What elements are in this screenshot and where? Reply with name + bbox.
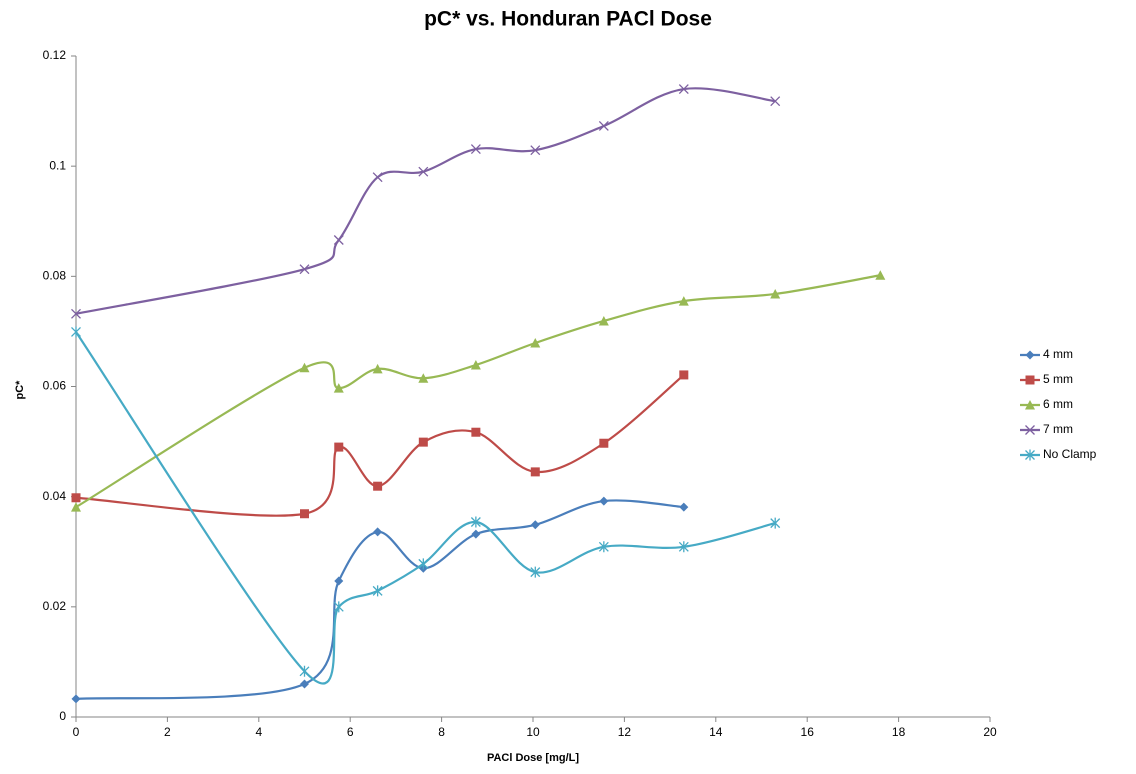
marker [1025,449,1035,461]
marker [373,481,383,491]
marker [598,541,609,553]
marker [1025,425,1035,435]
legend-label: 6 mm [1043,397,1073,411]
marker [770,288,781,299]
marker [372,363,383,374]
marker [299,665,310,677]
x-tick-label: 6 [347,725,354,739]
y-tick-label: 0.02 [43,599,67,613]
y-tick-label: 0.08 [43,269,67,283]
y-tick-label: 0.1 [49,158,66,172]
marker [333,601,344,613]
series-line [75,274,881,509]
x-tick-label: 8 [438,725,445,739]
series-line [75,374,685,517]
marker [530,520,540,530]
x-axis-title: PACl Dose [mg/L] [487,752,579,764]
marker [334,576,344,586]
marker [71,308,81,319]
marker [334,442,344,452]
marker [71,694,81,704]
marker [418,558,429,570]
x-tick-label: 16 [801,725,815,739]
marker [678,296,689,306]
x-tick-label: 2 [164,725,171,739]
marker [679,370,689,380]
y-axis-title: pC* [14,380,26,400]
legend-label: 5 mm [1043,372,1073,386]
marker [530,566,541,578]
marker [875,270,886,280]
y-tick-label: 0 [59,709,66,723]
x-tick-label: 14 [709,725,723,739]
marker [770,96,781,107]
x-tick-label: 4 [255,725,262,739]
y-tick-label: 0.06 [43,379,67,393]
marker [530,467,540,477]
marker [299,362,310,373]
marker [599,438,609,448]
marker [372,172,383,183]
x-tick-label: 12 [618,725,632,739]
marker [598,315,609,326]
series-line [75,499,684,700]
marker [470,360,481,370]
marker [678,541,689,553]
marker [770,517,781,529]
chart-title: pC* vs. Honduran PACl Dose [424,8,712,31]
series-line [75,331,776,685]
x-tick-label: 0 [73,725,80,739]
marker [418,437,428,447]
legend-label: 4 mm [1043,347,1073,361]
marker [679,502,689,512]
y-tick-label: 0.04 [43,489,67,503]
marker [372,585,383,597]
x-tick-label: 18 [892,725,906,739]
marker [471,427,481,437]
marker [300,679,309,689]
marker [599,496,609,506]
y-tick-label: 0.12 [43,48,67,62]
marker [1025,375,1035,385]
marker [470,516,481,528]
marker [678,84,689,95]
marker [1025,350,1035,360]
marker [1025,400,1035,410]
legend-label: 7 mm [1043,422,1073,436]
marker [71,493,81,503]
legend-label: No Clamp [1043,447,1097,461]
marker [71,326,81,338]
marker [333,383,344,393]
marker [470,144,481,155]
x-tick-label: 10 [526,725,540,739]
marker [418,166,429,177]
x-tick-label: 20 [983,725,997,739]
series-line [75,87,776,315]
marker [418,373,429,383]
marker [373,527,383,537]
marker [471,529,481,539]
marker [530,337,541,348]
marker [530,145,541,156]
marker [299,264,310,275]
marker [333,235,344,245]
marker [71,502,81,512]
marker [598,120,609,131]
marker [300,509,309,519]
